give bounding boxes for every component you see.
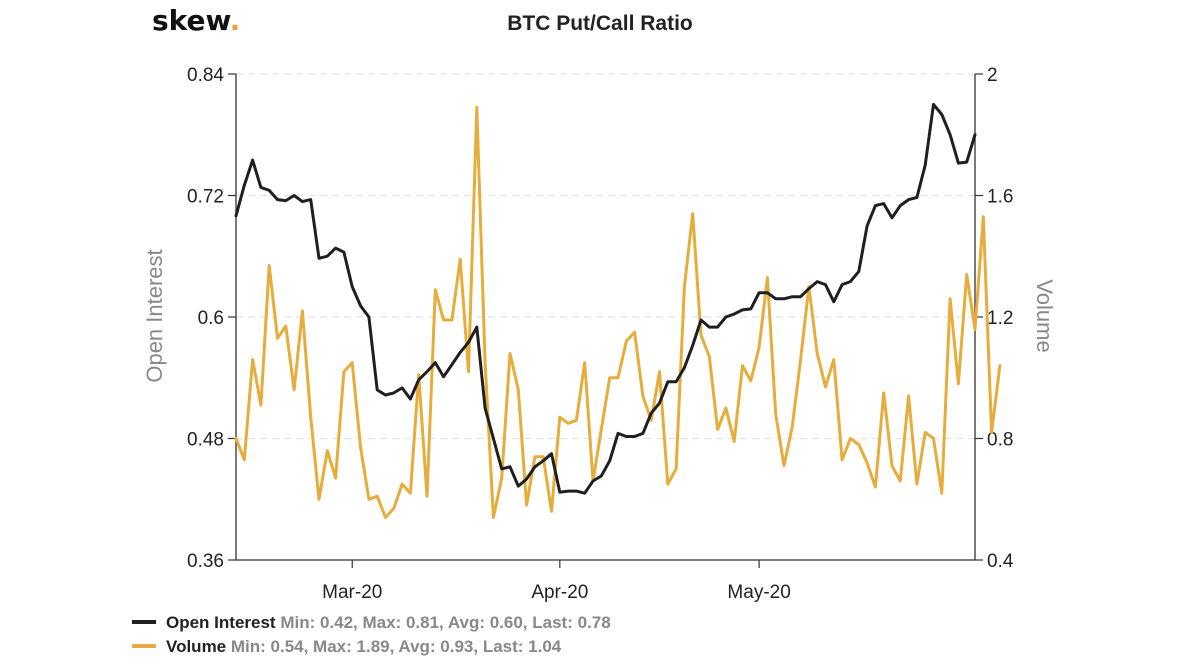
left-tick-label: 0.72 — [187, 187, 224, 208]
right-axis-title: Volume — [1032, 279, 1057, 352]
volume-line — [234, 105, 1002, 519]
right-tick-label: 1.6 — [987, 187, 1013, 208]
legend-series-name: Volume — [166, 637, 231, 656]
left-tick-label: 0.6 — [198, 308, 224, 329]
grid-lines — [236, 73, 975, 440]
legend-series-stats: Min: 0.54, Max: 1.89, Avg: 0.93, Last: 1… — [231, 637, 562, 656]
logo-dot: . — [230, 4, 241, 37]
logo-text: skew — [152, 4, 231, 37]
legend: Open Interest Min: 0.42, Max: 0.81, Avg:… — [132, 613, 611, 656]
left-tick-label: 0.48 — [187, 430, 224, 451]
legend-series-name: Open Interest — [166, 613, 280, 632]
skew-logo: skew. — [152, 4, 240, 37]
legend-entry: Open Interest Min: 0.42, Max: 0.81, Avg:… — [166, 613, 611, 632]
legend-entry: Volume Min: 0.54, Max: 1.89, Avg: 0.93, … — [166, 637, 562, 656]
right-tick-label: 0.4 — [987, 551, 1014, 572]
right-tick-label: 2 — [987, 65, 998, 86]
x-tick-label: Mar-20 — [322, 582, 382, 603]
right-tick-label: 1.2 — [987, 308, 1013, 329]
legend-series-stats: Min: 0.42, Max: 0.81, Avg: 0.60, Last: 0… — [280, 613, 610, 632]
axes: 0.84 2 0.72 1.6 0.6 1.2 0.48 0.8 0.36 0.4 Mar-20 Ap… — [187, 65, 1014, 603]
x-tick-label: May-20 — [727, 582, 790, 603]
right-tick-label: 0.8 — [987, 430, 1013, 451]
x-tick-label: Apr-20 — [531, 582, 588, 603]
left-axis-title: Open Interest — [142, 249, 167, 382]
chart-title: BTC Put/Call Ratio — [507, 12, 693, 35]
open-interest-line — [234, 102, 977, 495]
series-lines — [234, 102, 1002, 519]
left-tick-label: 0.84 — [187, 65, 224, 86]
left-tick-label: 0.36 — [187, 551, 224, 572]
